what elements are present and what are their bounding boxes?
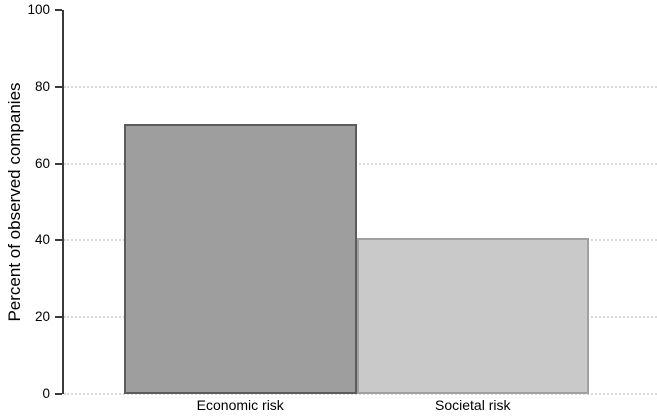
y-tick-label-80: 80 bbox=[34, 78, 50, 94]
y-tick-mark-80 bbox=[55, 85, 62, 88]
y-tick-label-0: 0 bbox=[42, 386, 50, 401]
plot-area: 0 20 40 60 80 100 Economic risk Societal risk bbox=[27, 2, 657, 413]
bar-societal-risk bbox=[356, 238, 589, 394]
x-tick-label-economic-risk: Economic risk bbox=[196, 397, 284, 413]
y-tick-label-20: 20 bbox=[34, 309, 50, 325]
y-tick-label-40: 40 bbox=[34, 232, 50, 248]
y-tick-mark-0 bbox=[55, 393, 62, 395]
y-tick-label-60: 60 bbox=[34, 155, 50, 171]
y-tick-label-100: 100 bbox=[27, 2, 50, 17]
bar-economic-risk bbox=[124, 124, 357, 394]
gridline-0 bbox=[64, 393, 657, 395]
y-tick-mark-100 bbox=[55, 9, 62, 11]
gridline-60 bbox=[64, 162, 657, 165]
y-tick-mark-60 bbox=[55, 162, 62, 165]
y-axis-title: Percent of observed companies bbox=[5, 82, 24, 322]
x-tick-label-societal-risk: Societal risk bbox=[435, 397, 511, 413]
gridline-80 bbox=[64, 85, 657, 88]
y-tick-mark-40 bbox=[55, 239, 62, 242]
y-tick-mark-20 bbox=[55, 316, 62, 319]
